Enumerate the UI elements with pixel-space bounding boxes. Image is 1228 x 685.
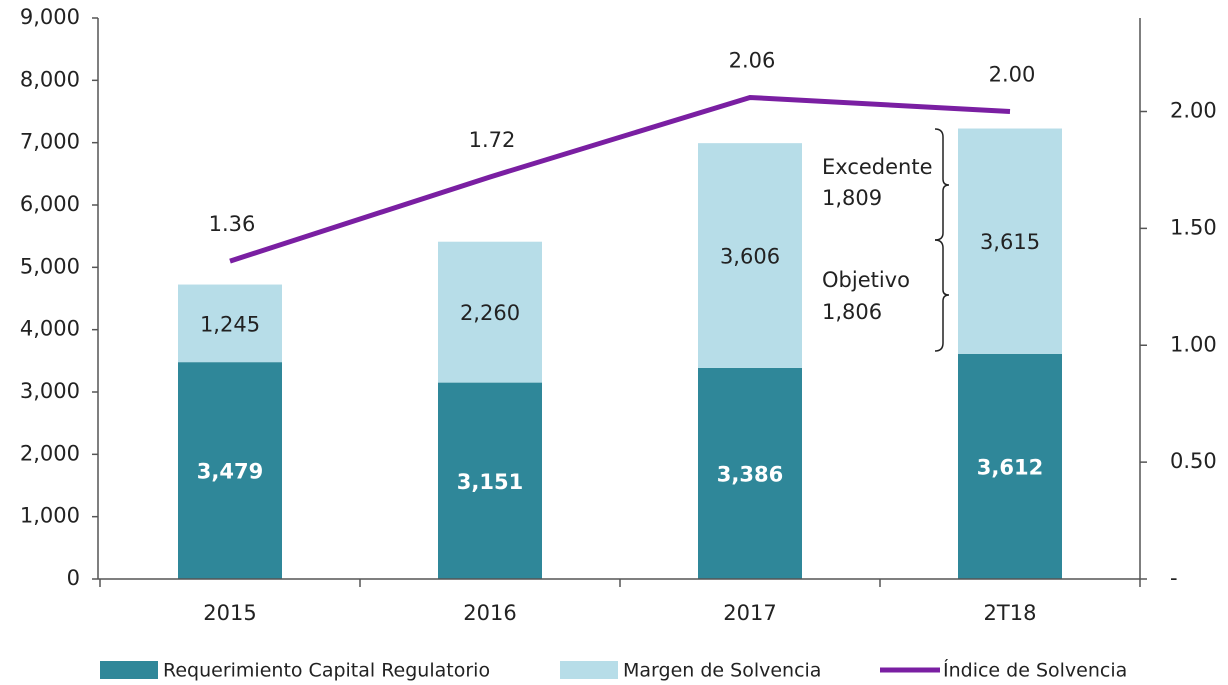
x-tick-label: 2015 [203, 601, 256, 625]
y2-tick-label: 1.00 [1170, 332, 1217, 356]
annotation: 1,809 [822, 186, 882, 210]
line-label: 2.00 [989, 63, 1036, 87]
bar-label: 3,606 [720, 245, 780, 269]
bar-label: 3,386 [717, 462, 783, 486]
y2-tick-label: 2.00 [1170, 99, 1217, 123]
bar [178, 284, 282, 363]
bar-label: 1,245 [200, 312, 260, 336]
annotation: Objetivo [822, 268, 910, 292]
legend-label: Requerimiento Capital Regulatorio [163, 660, 490, 682]
y-tick-label: 0 [67, 566, 80, 590]
y2-tick-label: 0.50 [1170, 449, 1217, 473]
bar [438, 241, 542, 383]
x-tick-label: 2T18 [984, 601, 1037, 625]
y-tick-label: 5,000 [20, 254, 80, 278]
annotation: 1,806 [822, 300, 882, 324]
line-label: 1.72 [469, 128, 516, 152]
y-tick-label: 9,000 [20, 5, 80, 29]
x-tick-label: 2016 [463, 601, 516, 625]
bar [958, 128, 1062, 354]
legend-label: Margen de Solvencia [623, 660, 821, 682]
y-tick-label: 3,000 [20, 379, 80, 403]
line-label: 1.36 [209, 212, 256, 236]
y2-tick-label: - [1170, 566, 1178, 590]
y-tick-label: 1,000 [20, 504, 80, 528]
brace [934, 239, 950, 352]
y2-tick-label: 1.50 [1170, 215, 1217, 239]
bar-label: 3,151 [457, 470, 523, 494]
legend-swatch [100, 661, 158, 679]
bar [178, 362, 282, 579]
line [229, 94, 1011, 264]
bar-label: 3,479 [197, 460, 263, 484]
bar [698, 367, 802, 579]
y-tick-label: 7,000 [20, 130, 80, 154]
bar-label: 3,615 [980, 230, 1040, 254]
bar-label: 3,612 [977, 455, 1043, 479]
bar [438, 382, 542, 579]
bar [958, 353, 1062, 579]
x-tick-label: 2017 [723, 601, 776, 625]
brace [934, 128, 950, 241]
annotation: Excedente [822, 155, 933, 179]
y-tick-label: 4,000 [20, 317, 80, 341]
line-label: 2.06 [729, 48, 776, 72]
bar [698, 143, 802, 368]
y-tick-label: 6,000 [20, 192, 80, 216]
legend-swatch [560, 661, 618, 679]
legend-label: Índice de Solvencia [943, 659, 1127, 682]
y-tick-label: 8,000 [20, 67, 80, 91]
bar-label: 2,260 [460, 301, 520, 325]
y-tick-label: 2,000 [20, 441, 80, 465]
